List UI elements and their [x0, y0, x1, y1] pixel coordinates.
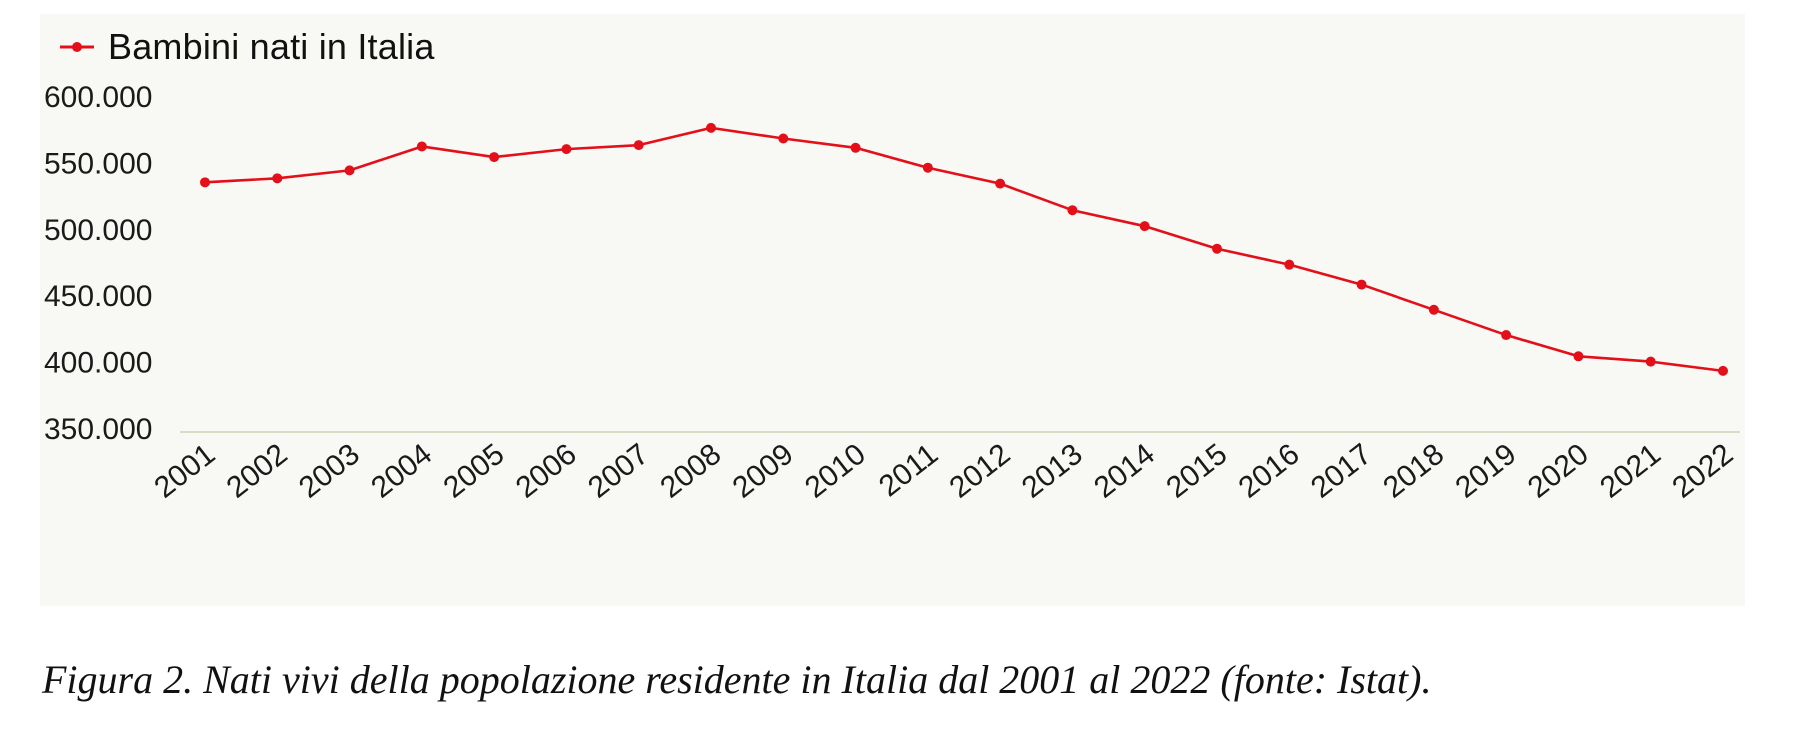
y-tick-label: 400.000 [44, 347, 152, 380]
data-point [1718, 365, 1728, 376]
legend: Bambini nati in Italia [58, 26, 435, 68]
data-point [416, 141, 427, 152]
data-point [850, 142, 861, 153]
x-tick-label: 2014 [1088, 438, 1161, 505]
x-tick-label: 2022 [1666, 438, 1739, 505]
x-tick-label: 2006 [510, 438, 583, 505]
legend-label: Bambini nati in Italia [108, 26, 435, 67]
x-tick-label: 2020 [1522, 438, 1595, 505]
x-tick-label: 2018 [1377, 438, 1450, 505]
y-tick-label: 450.000 [44, 280, 152, 313]
y-tick-label: 350.000 [44, 413, 152, 446]
data-point [1212, 243, 1222, 254]
y-tick-label: 600.000 [44, 81, 152, 114]
x-tick-label: 2011 [873, 438, 944, 504]
data-point [706, 122, 716, 133]
x-tick-label: 2013 [1016, 438, 1089, 505]
chart-panel: 350.000 400.000 450.000 500.000 550.000 600.0… [40, 14, 1745, 606]
data-point [561, 144, 572, 155]
x-tick-label: 2009 [727, 438, 800, 505]
data-point [1139, 221, 1150, 232]
data-point [1067, 205, 1078, 216]
data-point [489, 152, 500, 163]
x-tick-label: 2015 [1160, 438, 1233, 505]
series-line [204, 126, 1724, 373]
x-tick-label: 2019 [1450, 438, 1523, 505]
line-chart: 350.000 400.000 450.000 500.000 550.000 600.0… [44, 81, 1740, 505]
data-point [1501, 330, 1512, 341]
y-tick-label: 550.000 [44, 147, 152, 180]
data-point [1356, 279, 1367, 290]
data-point [272, 173, 283, 184]
x-tick-label: 2016 [1233, 438, 1306, 505]
x-tick-label: 2004 [365, 438, 438, 505]
x-tick-label: 2001 [148, 438, 221, 505]
x-tick-label: 2010 [799, 438, 872, 505]
data-point [1428, 304, 1439, 315]
data-point [922, 162, 933, 173]
data-point [1573, 351, 1584, 362]
x-tick-label: 2008 [654, 438, 727, 505]
x-tick-label: 2021 [1594, 438, 1667, 505]
data-point [633, 140, 644, 151]
legend-line-marker-icon [60, 42, 94, 52]
x-tick-label: 2005 [438, 438, 511, 505]
data-point [1645, 356, 1656, 367]
data-point [344, 165, 355, 176]
x-tick-label: 2012 [944, 438, 1017, 505]
data-point [1284, 259, 1295, 270]
data-point [995, 178, 1006, 189]
data-point [200, 177, 210, 188]
x-tick-label: 2007 [582, 438, 655, 505]
figure-caption: Figura 2. Nati vivi della popolazione re… [42, 657, 1432, 702]
y-tick-label: 500.000 [44, 214, 152, 247]
x-tick-label: 2017 [1305, 438, 1378, 505]
x-tick-label: 2002 [221, 438, 294, 505]
data-point [778, 133, 789, 144]
x-tick-label: 2003 [293, 438, 366, 505]
